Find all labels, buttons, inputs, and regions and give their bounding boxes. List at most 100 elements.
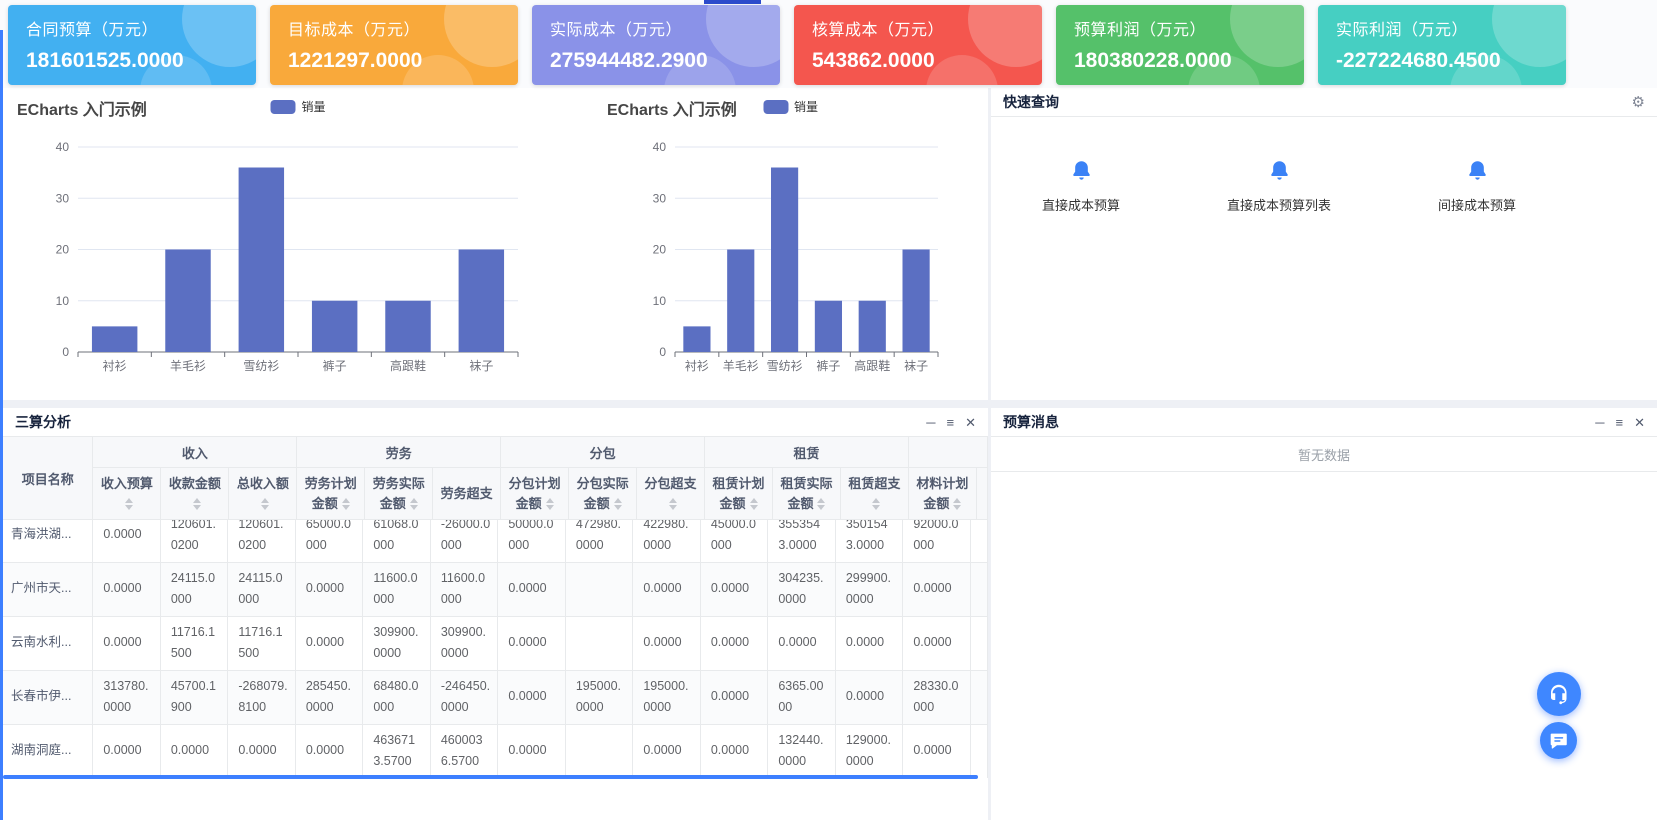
- top-edge-strip: [704, 0, 761, 4]
- column-header[interactable]: 租赁实际 金额: [772, 467, 841, 520]
- value-cell: 4600036.5700: [430, 724, 499, 778]
- column-header[interactable]: 收款金额: [160, 467, 230, 520]
- project-name-cell: 湖南洞庭...: [3, 724, 94, 778]
- chart-title: ECharts 入门示例: [607, 102, 737, 119]
- column-header[interactable]: 分包计划 金额: [500, 467, 570, 520]
- svg-text:羊毛衫: 羊毛衫: [170, 358, 206, 373]
- chart-legend[interactable]: 销量: [270, 98, 326, 115]
- charts-panel: ECharts 入门示例 销量 0 10 20 30 40 衬衫 羊毛衫 雪纺衫 裤子 高跟鞋 袜子 E…: [3, 88, 988, 400]
- table-row[interactable]: 广州市天... 0.0000 24115.0000 24115.0000 0.0000 1…: [3, 562, 988, 617]
- value-cell: 0.0000: [902, 562, 971, 617]
- sort-icon[interactable]: [341, 498, 350, 511]
- column-header[interactable]: 劳务实际 金额: [364, 467, 434, 520]
- svg-text:10: 10: [56, 294, 70, 308]
- value-cell: 0.0000: [767, 616, 836, 671]
- kpi-card-3[interactable]: 实际成本（万元） 275944482.2900: [532, 5, 780, 85]
- value-cell-stub: [970, 724, 988, 778]
- analysis-table-body-viewport[interactable]: 青海洪湖... 0.0000 120601.0200 120601.0200 65000…: [3, 520, 988, 778]
- legend-swatch: [270, 99, 296, 114]
- table-row[interactable]: 云南水利... 0.0000 11716.1500 11716.1500 0.0000 3…: [3, 616, 988, 671]
- value-cell: 65000.0000: [295, 520, 364, 563]
- chart-title: ECharts 入门示例: [17, 102, 147, 119]
- sort-icon[interactable]: [124, 498, 133, 511]
- analysis-window-controls: ─ ≡ ✕: [926, 416, 976, 429]
- value-cell: 0.0000: [632, 724, 701, 778]
- kpi-value: -227224680.4500: [1336, 49, 1501, 72]
- project-name-cell: 长春市伊...: [3, 670, 94, 725]
- column-header[interactable]: 分包超支: [636, 467, 706, 520]
- sort-icon[interactable]: [668, 498, 677, 511]
- column-group-header: 劳务: [296, 437, 502, 468]
- value-cell: -26000.0000: [430, 520, 499, 563]
- kpi-card-4[interactable]: 核算成本（万元） 543862.0000: [794, 5, 1042, 85]
- table-row[interactable]: 长春市伊... 313780.0000 45700.1900 -268079.8100…: [3, 670, 988, 725]
- sort-icon[interactable]: [260, 498, 269, 511]
- sort-icon[interactable]: [409, 498, 418, 511]
- sort-icon[interactable]: [817, 498, 826, 511]
- quick-query-item-2[interactable]: 直接成本预算列表: [1199, 159, 1359, 214]
- sort-icon[interactable]: [953, 498, 962, 511]
- chart-legend[interactable]: 销量: [762, 98, 818, 115]
- column-header[interactable]: 劳务超支: [432, 467, 502, 520]
- table-row[interactable]: 湖南洞庭... 0.0000 0.0000 0.0000 0.0000 4636713.5…: [3, 724, 988, 778]
- quick-query-item-3[interactable]: 间接成本预算: [1397, 159, 1557, 214]
- echarts-bar-chart-1[interactable]: ECharts 入门示例 销量 0 10 20 30 40 衬衫 羊毛衫 雪纺衫 裤子 高跟鞋 袜子: [3, 88, 593, 400]
- minimize-icon[interactable]: ─: [926, 414, 936, 430]
- table-hscrollbar[interactable]: [3, 775, 978, 779]
- list-icon[interactable]: ≡: [946, 414, 955, 430]
- kpi-card-5[interactable]: 预算利润（万元） 180380228.0000: [1056, 5, 1304, 85]
- sort-icon[interactable]: [613, 498, 622, 511]
- svg-text:裤子: 裤子: [323, 359, 347, 373]
- fab-customer-service-button[interactable]: [1537, 672, 1581, 716]
- fab-chat-button[interactable]: [1540, 722, 1577, 759]
- value-cell: [565, 562, 634, 617]
- column-header[interactable]: 总收入额: [228, 467, 298, 520]
- gear-icon[interactable]: ⚙: [1631, 94, 1645, 111]
- column-group-header: 收入: [92, 437, 298, 468]
- sort-icon[interactable]: [192, 498, 201, 511]
- kpi-card-2[interactable]: 目标成本（万元） 1221297.0000: [270, 5, 518, 85]
- column-header[interactable]: 租赁超支: [840, 467, 909, 520]
- value-cell: 120601.0200: [160, 520, 229, 563]
- value-cell: 11716.1500: [227, 616, 296, 671]
- svg-text:30: 30: [56, 191, 70, 205]
- quick-query-item-1[interactable]: 直接成本预算: [1001, 159, 1161, 214]
- value-cell: 50000.0000: [497, 520, 566, 563]
- bell-icon: [1072, 161, 1090, 180]
- kpi-value: 181601525.0000: [26, 49, 184, 72]
- echarts-bar-chart-2[interactable]: ECharts 入门示例 销量 0 10 20 30 40 衬衫 羊毛衫 雪纺衫 裤子 高跟鞋 袜子: [593, 88, 988, 400]
- bell-icon: [1468, 161, 1486, 180]
- sort-icon[interactable]: [872, 498, 881, 511]
- value-cell: 0.0000: [160, 724, 229, 778]
- value-cell-stub: [970, 562, 988, 617]
- column-header[interactable]: 劳务计划 金额: [296, 467, 366, 520]
- sort-icon[interactable]: [749, 498, 758, 511]
- column-header[interactable]: 分包实际 金额: [568, 467, 638, 520]
- value-cell: 0.0000: [835, 616, 904, 671]
- svg-text:袜子: 袜子: [469, 359, 493, 373]
- value-cell: 195000.0000: [565, 670, 634, 725]
- list-icon[interactable]: ≡: [1615, 414, 1624, 430]
- close-icon[interactable]: ✕: [965, 414, 976, 430]
- column-group-header: 分包: [500, 437, 706, 468]
- value-cell: 11716.1500: [160, 616, 229, 671]
- svg-text:雪纺衫: 雪纺衫: [767, 359, 803, 373]
- close-icon[interactable]: ✕: [1634, 414, 1645, 430]
- quick-item-label: 直接成本预算: [1041, 198, 1120, 213]
- value-cell: 0.0000: [632, 616, 701, 671]
- chat-icon: [1550, 733, 1567, 749]
- value-cell: 68480.0000: [362, 670, 431, 725]
- column-header[interactable]: 租赁计划 金额: [704, 467, 773, 520]
- column-header[interactable]: 材料计划 金额: [908, 467, 977, 520]
- value-cell: 120601.0200: [227, 520, 296, 563]
- kpi-card-1[interactable]: 合同预算（万元） 181601525.0000: [8, 5, 256, 85]
- kpi-card-6[interactable]: 实际利润（万元） -227224680.4500: [1318, 5, 1566, 85]
- minimize-icon[interactable]: ─: [1595, 414, 1605, 430]
- svg-text:20: 20: [56, 243, 70, 257]
- column-header[interactable]: 收入预算: [92, 467, 162, 520]
- sort-icon[interactable]: [545, 498, 554, 511]
- table-row[interactable]: 青海洪湖... 0.0000 120601.0200 120601.0200 65000…: [3, 520, 988, 563]
- analysis-table-body: 青海洪湖... 0.0000 120601.0200 120601.0200 65000…: [3, 520, 988, 778]
- quick-query-header: 快速查询 ⚙: [991, 88, 1657, 117]
- project-name-cell: 广州市天...: [3, 562, 94, 617]
